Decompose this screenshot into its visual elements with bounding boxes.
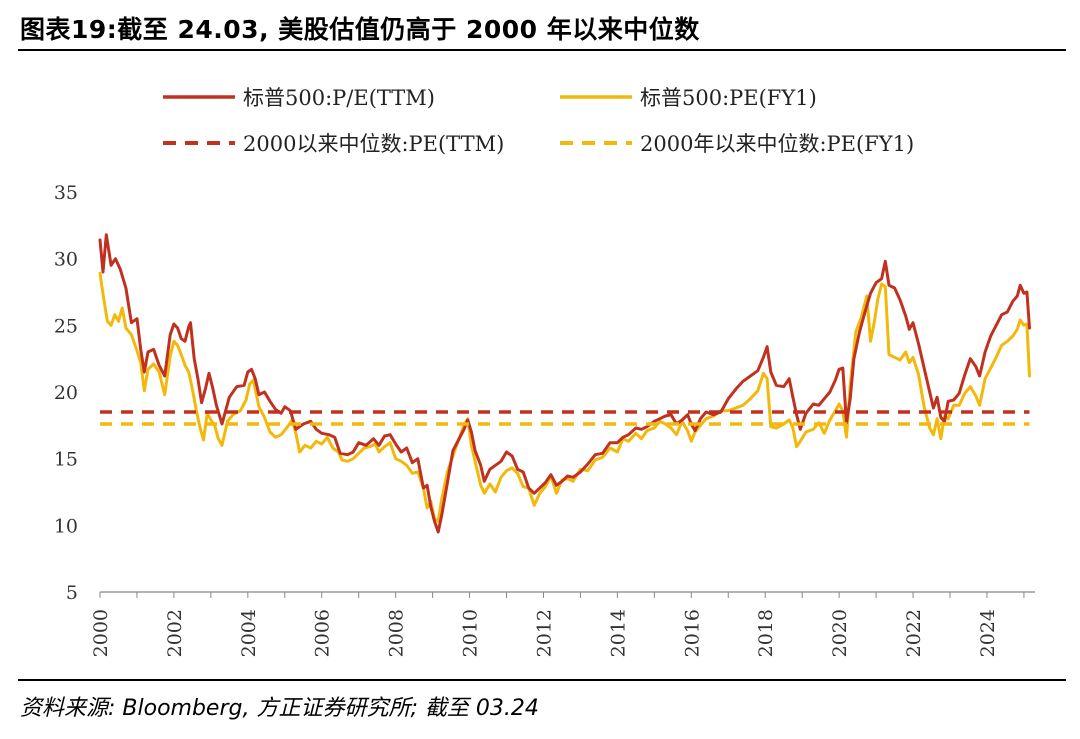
legend-pe-fy1: 标普500:PE(FY1) xyxy=(560,86,817,110)
y-tick-label: 30 xyxy=(54,249,78,271)
x-tick-label: 2020 xyxy=(829,609,851,657)
source-rule xyxy=(18,679,1066,681)
y-tick-label: 15 xyxy=(54,449,78,471)
x-tick-label: 2014 xyxy=(607,609,629,657)
source-note: 资料来源: Bloomberg, 方正证券研究所; 截至 03.24 xyxy=(20,696,539,721)
legend-median-ttm: 2000以来中位数:PE(TTM) xyxy=(163,132,504,156)
legend-median-ttm-label: 2000以来中位数:PE(TTM) xyxy=(243,132,504,156)
x-tick-label: 2016 xyxy=(681,609,703,657)
y-tick-label: 20 xyxy=(54,382,78,404)
legend-pe-ttm-label: 标普500:P/E(TTM) xyxy=(243,86,435,110)
x-tick-label: 2022 xyxy=(903,609,925,657)
pe-fy1-line xyxy=(98,271,1031,523)
x-tick-label: 2012 xyxy=(533,609,555,657)
x-tick-label: 2010 xyxy=(460,609,482,657)
title-rule xyxy=(18,49,1066,51)
chart-title: 图表19:截至 24.03, 美股估值仍高于 2000 年以来中位数 xyxy=(20,15,700,44)
legend-median-fy1: 2000年以来中位数:PE(FY1) xyxy=(560,132,914,156)
legend-pe-ttm: 标普500:P/E(TTM) xyxy=(163,86,435,110)
y-tick-label: 5 xyxy=(66,582,78,604)
axes: 5 10 15 20 25 30 35 2000 2002 2004 2006 2008 2010 201… xyxy=(54,182,1035,657)
x-tick-label: 2018 xyxy=(755,609,777,657)
plot-area xyxy=(98,233,1031,534)
x-tick-label: 2002 xyxy=(164,609,186,657)
legend-pe-fy1-label: 标普500:PE(FY1) xyxy=(640,86,817,110)
y-tick-label: 35 xyxy=(54,182,78,204)
legend: 标普500:P/E(TTM) 标普500:PE(FY1) 2000以来中位数:PE(… xyxy=(163,86,914,156)
x-tick-label: 2006 xyxy=(312,609,334,657)
x-tick-label: 2004 xyxy=(238,609,260,657)
legend-median-fy1-label: 2000年以来中位数:PE(FY1) xyxy=(640,132,914,156)
x-tick-label: 2000 xyxy=(90,609,112,657)
y-tick-label: 25 xyxy=(54,315,78,337)
x-tick-label: 2024 xyxy=(977,609,999,657)
y-tick-label: 10 xyxy=(54,515,78,537)
pe-ttm-line xyxy=(98,233,1031,534)
x-tick-label: 2008 xyxy=(386,609,408,657)
